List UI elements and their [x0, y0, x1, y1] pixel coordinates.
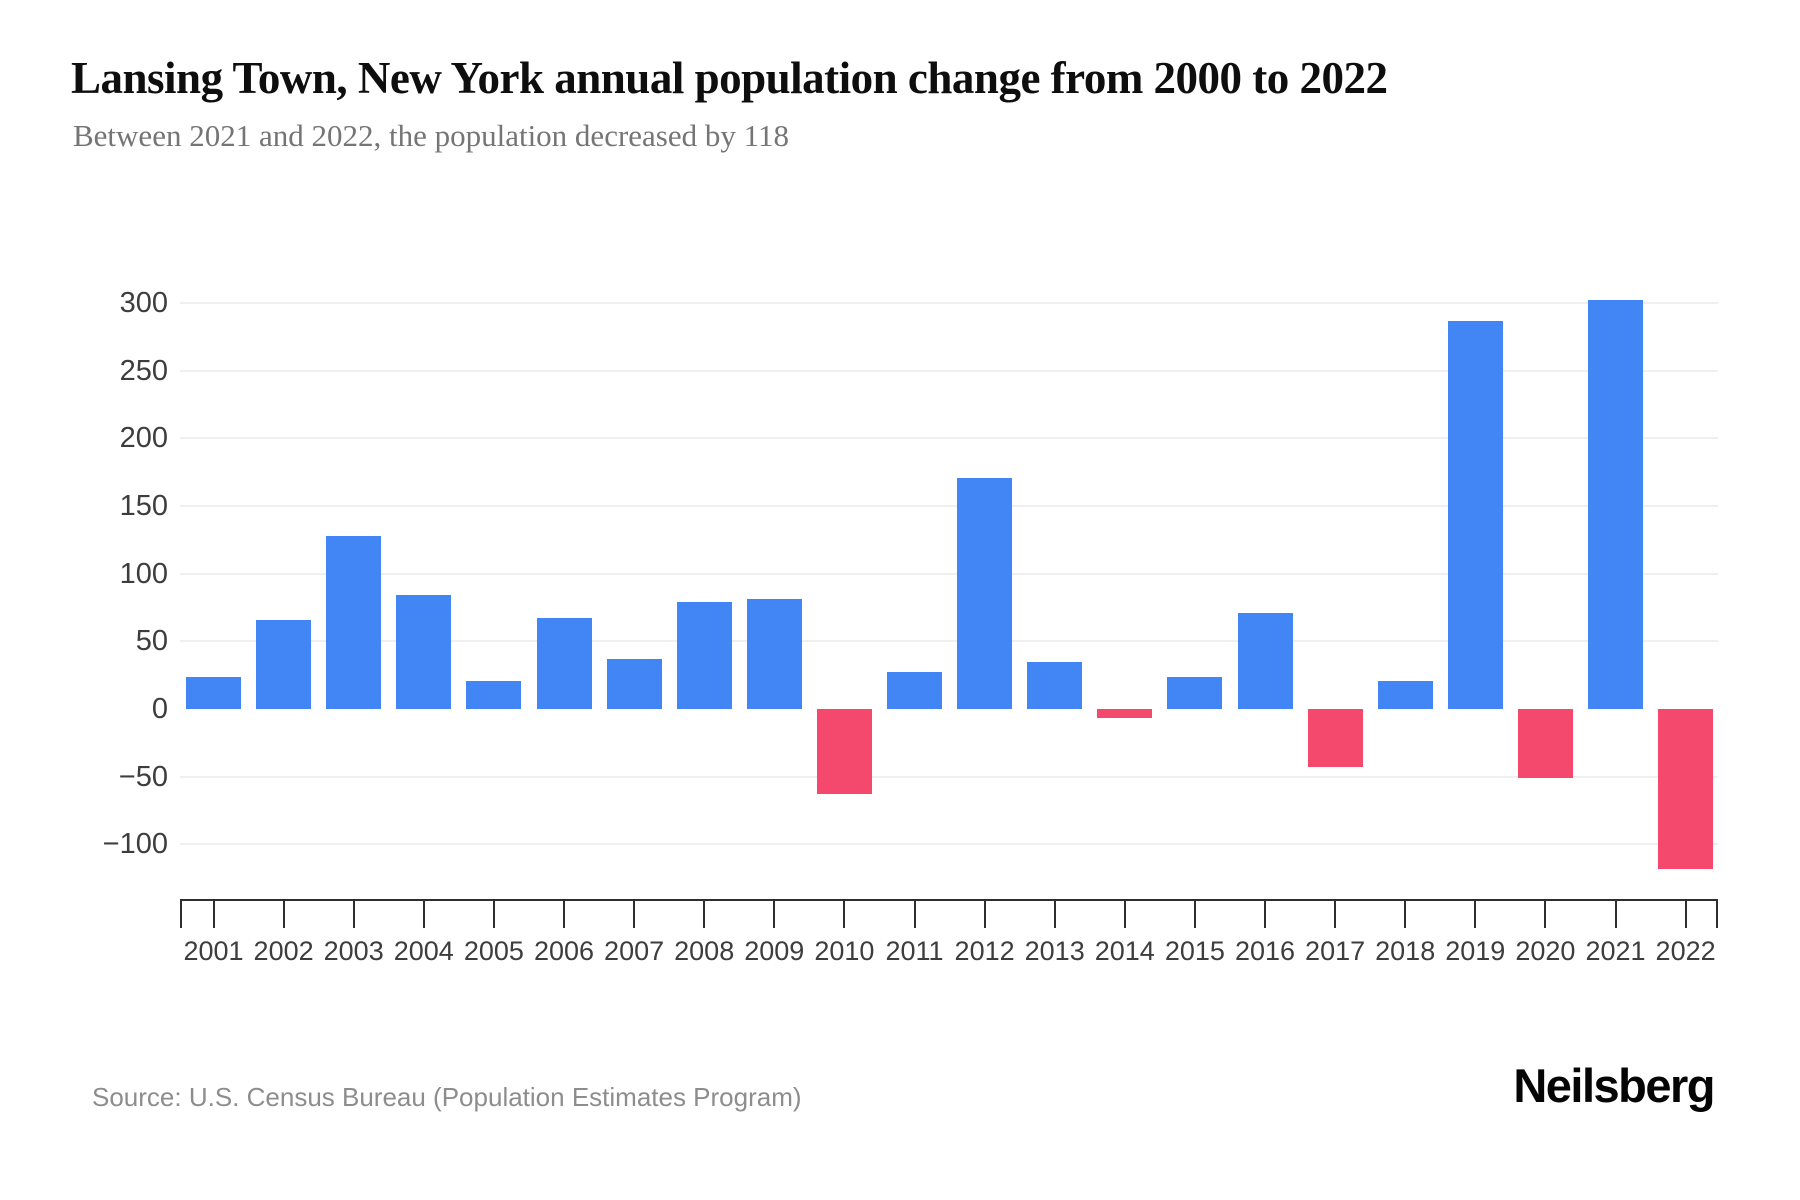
x-axis-tick: [1474, 901, 1477, 928]
y-axis-label: 50: [135, 625, 168, 658]
x-axis-label: 2019: [1445, 936, 1506, 966]
y-axis-label: 200: [119, 422, 168, 455]
x-axis-label: 2001: [183, 936, 244, 966]
gridline: [180, 843, 1718, 846]
x-axis-label: 2003: [323, 936, 384, 966]
x-axis-tick: [1716, 901, 1718, 928]
brand-logo: Neilsberg: [1513, 1059, 1715, 1112]
x-axis-label: 2006: [533, 936, 595, 966]
bar-2021[interactable]: [1588, 300, 1643, 709]
chart-subtitle: Between 2021 and 2022, the population de…: [73, 118, 789, 153]
bar-2015[interactable]: [1167, 676, 1223, 709]
bar-2012[interactable]: [957, 477, 1013, 709]
x-axis-label: 2020: [1515, 936, 1576, 966]
bar-2016[interactable]: [1237, 612, 1293, 709]
x-axis-label: 2007: [604, 936, 665, 966]
x-axis-label: 2004: [393, 936, 454, 966]
x-axis-tick: [282, 901, 285, 928]
chart-title: Lansing Town, New York annual population…: [71, 53, 1388, 103]
x-axis-label: 2010: [814, 936, 875, 966]
bar-2022[interactable]: [1658, 709, 1714, 869]
bar-2018[interactable]: [1377, 680, 1433, 709]
bar-2005[interactable]: [466, 680, 522, 709]
x-axis-tick: [1404, 901, 1407, 928]
bar-2011[interactable]: [887, 672, 942, 709]
gridline: [180, 640, 1718, 643]
y-axis-label: 300: [119, 287, 168, 319]
x-axis-label: 2013: [1024, 936, 1085, 966]
bar-2006[interactable]: [536, 618, 592, 709]
bar-2001[interactable]: [186, 676, 241, 709]
x-axis-tick: [422, 901, 425, 928]
x-axis-label: 2005: [463, 936, 524, 966]
x-axis-tick: [1544, 901, 1547, 928]
bar-2017[interactable]: [1307, 709, 1363, 768]
x-axis-tick: [1123, 901, 1126, 928]
bar-2008[interactable]: [676, 602, 732, 709]
gridline: [180, 437, 1718, 440]
bar-2004[interactable]: [396, 595, 452, 709]
x-axis-label: 2015: [1164, 936, 1225, 966]
x-axis-tick: [1193, 901, 1196, 928]
x-axis-label: 2018: [1375, 936, 1436, 966]
gridline: [180, 369, 1718, 372]
gridline: [180, 775, 1718, 778]
gridline: [180, 505, 1718, 507]
x-axis-label: 2022: [1655, 936, 1716, 966]
x-axis-label: 2002: [253, 936, 314, 966]
y-axis-label: −50: [118, 760, 168, 793]
x-axis-tick: [1334, 901, 1337, 928]
x-axis-tick: [1053, 901, 1056, 928]
x-axis-label: 2008: [674, 936, 735, 966]
bar-2019[interactable]: [1447, 320, 1503, 709]
y-axis-label: 250: [119, 354, 168, 387]
y-axis-label: 0: [151, 693, 168, 725]
bar-2009[interactable]: [746, 599, 802, 709]
x-axis-tick: [633, 901, 636, 928]
x-axis-label: 2017: [1305, 936, 1366, 966]
bar-2007[interactable]: [606, 658, 662, 709]
x-axis-line: [180, 899, 1718, 901]
x-axis-label: 2016: [1234, 936, 1296, 966]
y-axis-label: −100: [102, 828, 168, 861]
x-axis-tick: [563, 901, 565, 928]
bar-2013[interactable]: [1027, 661, 1083, 709]
x-axis-tick: [1614, 901, 1617, 928]
bar-2020[interactable]: [1517, 709, 1573, 779]
x-axis-tick: [180, 901, 182, 928]
bar-2002[interactable]: [256, 619, 312, 709]
y-axis-label: 100: [119, 557, 168, 590]
x-axis-label: 2021: [1585, 936, 1646, 966]
x-axis-tick: [983, 901, 986, 928]
bar-2010[interactable]: [816, 709, 872, 795]
bar-2014[interactable]: [1097, 709, 1153, 719]
gridline: [180, 572, 1718, 575]
x-axis-label: 2011: [885, 936, 944, 966]
x-axis-tick: [212, 901, 215, 928]
x-axis-tick: [843, 901, 846, 928]
x-axis-tick: [1684, 901, 1687, 928]
x-axis-label: 2012: [954, 936, 1015, 966]
gridline: [180, 302, 1718, 304]
bar-2003[interactable]: [326, 535, 382, 709]
x-axis-tick: [913, 901, 916, 928]
y-axis-label: 150: [119, 490, 168, 522]
x-axis-label: 2009: [744, 936, 805, 966]
x-axis-tick: [773, 901, 776, 928]
x-axis-label: 2014: [1094, 936, 1155, 966]
x-axis-tick: [492, 901, 495, 928]
x-axis-tick: [1264, 901, 1266, 928]
source-note: Source: U.S. Census Bureau (Population E…: [92, 1082, 802, 1112]
x-axis-tick: [352, 901, 355, 928]
x-axis-tick: [703, 901, 706, 928]
